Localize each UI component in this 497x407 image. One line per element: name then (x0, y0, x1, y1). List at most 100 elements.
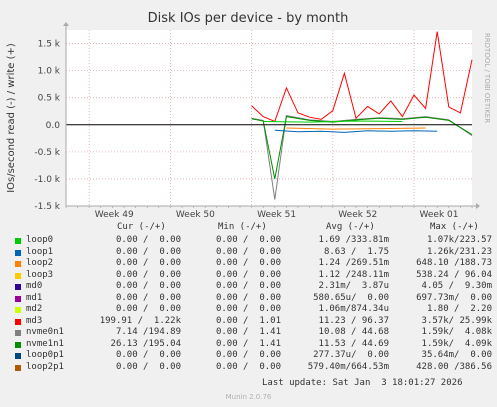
legend-cur: 0.00 / 0.00 (115, 258, 181, 268)
y-tick-label: 0.0 (46, 121, 61, 131)
legend-swatch (15, 353, 21, 359)
axes: 1.5 k 1.0 k 0.5 k 0.0 -0.5 k -1.0 k -1.5 k Week… (34, 22, 480, 220)
series-line-md3 (251, 31, 473, 123)
legend-avg: 11.23 / 96.37 (318, 315, 389, 326)
legend-max: 4.05 / 9.30m (421, 281, 492, 291)
legend-header-max: Max (-/+) (430, 222, 479, 232)
legend-avg: 1.69 /333.81m (318, 235, 389, 245)
x-axis-arrow (476, 203, 480, 209)
legend-name: nvme0n1 (26, 327, 64, 337)
legend-cur: 0.00 / 0.00 (115, 350, 181, 360)
legend-swatch (15, 318, 21, 325)
legend-cur: 0.00 / 0.00 (115, 235, 181, 245)
legend-avg: 2.31m/ 3.87u (318, 281, 389, 291)
series-group (251, 31, 473, 200)
legend-cur: 0.00 / 0.00 (115, 246, 181, 257)
legend-max: 1.26k/231.23 (426, 246, 492, 257)
legend-min: 0.00 / 0.00 (215, 292, 281, 303)
legend-swatch (15, 272, 21, 279)
legend-cur: 0.00 / 0.00 (115, 304, 181, 314)
legend-max: 648.10 /188.73 (416, 258, 492, 268)
legend-max: 1.07k/223.57 (426, 235, 492, 245)
legend-avg: 1.06m/874.34u (318, 304, 389, 314)
legend-cur: 0.00 / 0.00 (115, 292, 181, 303)
legend-name: loop0p1 (26, 350, 64, 360)
legend-min: 0.00 / 1.41 (215, 338, 281, 349)
y-axis-label: IOs/second read (-) / write (+) (6, 43, 17, 193)
legend-swatch (15, 307, 21, 313)
legend-header-cur: Cur (-/+) (117, 222, 166, 232)
legend-max: 1.59k/ 4.09k (421, 338, 492, 349)
y-tick-label: 0.5 k (38, 94, 61, 104)
legend-min: 0.00 / 0.00 (215, 246, 281, 257)
legend-min: 0.00 / 1.01 (215, 315, 281, 326)
legend-avg: 580.65u/ 0.00 (313, 292, 389, 303)
legend-swatch (15, 261, 21, 267)
legend-avg: 579.40m/664.53m (307, 361, 389, 372)
series-line-loop0 (263, 120, 403, 123)
legend-avg: 277.37u/ 0.00 (313, 350, 389, 360)
legend-min: 0.00 / 0.00 (215, 235, 281, 245)
legend-min: 0.00 / 0.00 (215, 350, 281, 360)
legend-avg: 8.63 / 1.75 (323, 246, 389, 257)
x-tick-label: Week 01 (420, 210, 459, 220)
munin-version: Munin 2.0.76 (225, 393, 272, 401)
legend-name: md1 (26, 292, 43, 303)
legend-header-avg: Avg (-/+) (326, 222, 375, 232)
legend-name: nvme1n1 (26, 338, 64, 349)
legend-min: 0.00 / 0.00 (215, 258, 281, 268)
legend-cur: 0.00 / 0.00 (115, 281, 181, 291)
plot-background (66, 30, 472, 206)
y-axis-arrow (63, 22, 69, 26)
legend-name: loop3 (26, 269, 54, 280)
legend-name: loop1 (26, 246, 54, 257)
legend-swatch (15, 364, 21, 371)
y-tick-label: 1.5 k (38, 40, 61, 50)
y-tick-label: -0.5 k (34, 148, 60, 158)
y-tick-label: -1.5 k (34, 202, 60, 212)
series-line-loop2 (286, 127, 426, 130)
legend-swatch (15, 295, 21, 302)
legend-avg: 10.08 / 44.68 (318, 327, 389, 337)
x-tick-label: Week 52 (338, 210, 377, 220)
legend-avg: 1.24 /269.51m (318, 258, 389, 268)
legend-avg: 1.12 /248.11m (318, 269, 389, 280)
legend-max: 697.73m/ 0.00 (416, 292, 492, 303)
y-tick-label: 1.0 k (38, 67, 61, 77)
legend-avg: 11.53 / 44.69 (318, 338, 389, 349)
legend-max: 538.24 / 96.04 (416, 269, 492, 280)
legend-name: md0 (26, 281, 43, 291)
legend-swatch (15, 341, 21, 348)
legend-cur: 26.13 /195.04 (110, 338, 181, 349)
legend-swatch (15, 249, 21, 256)
legend-swatch (15, 330, 21, 336)
series-line-loop1 (274, 129, 438, 133)
chart-title: Disk IOs per device - by month (148, 11, 349, 26)
legend-max: 35.64m/ 0.00 (421, 350, 492, 360)
legend-cur: 7.14 /194.89 (115, 327, 181, 337)
x-tick-label: Week 50 (176, 210, 215, 220)
legend-min: 0.00 / 0.00 (215, 361, 281, 372)
legend-max: 1.80 / 2.20 (426, 304, 492, 314)
legend-cur: 199.91 / 1.22k (99, 315, 181, 326)
legend-min: 0.00 / 0.00 (215, 304, 281, 314)
legend-max: 1.59k/ 4.08k (421, 327, 492, 337)
legend-min: 0.00 / 1.41 (215, 327, 281, 337)
rrdtool-watermark: RRDTOOL / TOBI OETIKER (483, 33, 491, 123)
legend-name: loop0 (26, 235, 54, 245)
x-tick-label: Week 49 (95, 210, 134, 220)
legend-max: 3.57k/ 25.99k (421, 315, 492, 326)
legend-header-min: Min (-/+) (218, 222, 267, 232)
legend-name: md2 (26, 304, 43, 314)
legend-min: 0.00 / 0.00 (215, 269, 281, 280)
y-tick-label: -1.0 k (34, 175, 60, 185)
legend-swatch (15, 238, 21, 244)
legend-max: 428.00 /386.56 (416, 361, 492, 372)
series-line-nvme0n1 (251, 115, 473, 200)
legend-name: loop2 (26, 258, 54, 268)
legend-name: loop2p1 (26, 361, 64, 372)
legend-cur: 0.00 / 0.00 (115, 361, 181, 372)
legend-name: md3 (26, 315, 43, 326)
legend-swatch (15, 284, 21, 290)
